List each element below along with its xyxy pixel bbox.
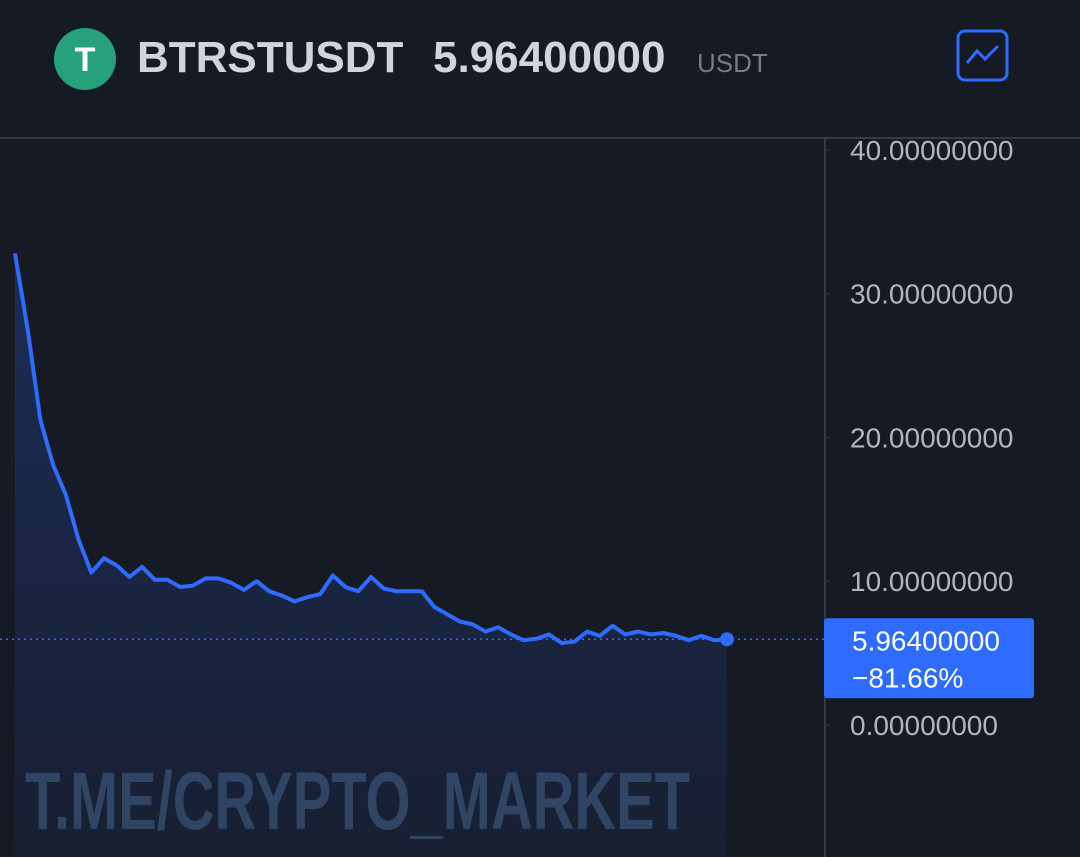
y-tick-label: 30.00000000 [850,279,1014,310]
plot: 0.00000000 10.00000000 20.00000000 30.00000… [0,135,1034,857]
y-tick-label: 0.00000000 [850,710,998,741]
y-tick-label: 20.00000000 [850,422,1014,453]
y-tick-label: 10.00000000 [850,566,1014,597]
button-frame[interactable] [956,29,1009,82]
change-label: −81.66% [852,662,963,693]
button-icon[interactable] [965,44,1000,64]
coin-icon-label: T [75,41,96,79]
unit: USDT [697,48,768,78]
symbol: BTRSTUSDT [137,33,404,82]
last-point [720,632,734,647]
last-price-label: 5.96400000 [852,625,1000,656]
price-line [13,253,728,646]
y-tick-label: 40.00000000 [850,135,1014,166]
area [15,253,727,857]
chart-type-button[interactable] [956,29,1009,82]
coin-icon [54,28,116,90]
last-price-box [824,618,1034,699]
price: 5.96400000 [433,33,665,82]
